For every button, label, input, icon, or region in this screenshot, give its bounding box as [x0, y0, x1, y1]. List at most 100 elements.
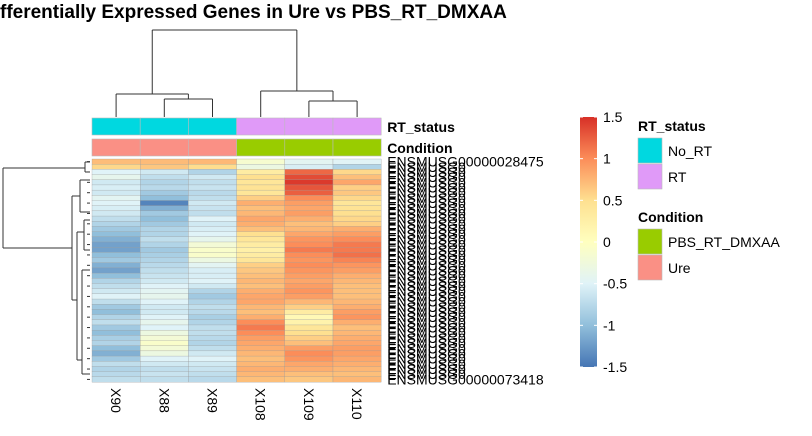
heatmap-cell	[236, 361, 285, 367]
heatmap-cell	[188, 272, 237, 279]
heatmap-cell	[140, 366, 189, 372]
heatmap-cell	[91, 361, 141, 367]
heatmap-cell	[188, 283, 237, 289]
heatmap-cell	[284, 376, 334, 383]
heatmap-cell	[332, 361, 382, 367]
heatmap-cell	[188, 288, 237, 295]
heatmap-cell	[91, 189, 141, 196]
heatmap-cell	[236, 262, 285, 269]
heatmap-cell	[332, 158, 382, 165]
gene-label: ENSMUSG0	[387, 335, 466, 351]
heatmap-cell	[91, 184, 141, 191]
heatmap-cell	[332, 355, 382, 362]
heatmap-cell	[332, 221, 382, 227]
gene-label: ENSMUSG0	[387, 351, 466, 367]
gene-label: ENSMUSG0	[387, 356, 466, 372]
heatmap-cell	[236, 314, 285, 321]
scale-tick-label: -1.5	[603, 359, 627, 375]
heatmap-cell	[284, 293, 334, 300]
heatmap-cell	[140, 215, 189, 222]
heatmap-cell	[140, 371, 189, 378]
annotation-cell	[91, 117, 141, 136]
heatmap-cell	[284, 350, 334, 357]
gene-label: ENSMUSG0	[387, 325, 466, 341]
heatmap-cell	[236, 210, 285, 217]
heatmap-cell	[284, 262, 334, 269]
heatmap-cell	[236, 340, 285, 346]
sample-labels: X90 X88 X89 X108 X109 X110	[108, 388, 365, 421]
heatmap-cell	[188, 319, 237, 326]
gene-label: ENSMUSG0	[387, 299, 466, 315]
heatmap-cell	[332, 169, 382, 175]
legend-label: Ure	[668, 260, 691, 276]
heatmap-cell	[284, 314, 334, 321]
heatmap-cell	[140, 293, 189, 300]
gene-label: ENSMUSG0	[387, 366, 466, 382]
heatmap-cell	[284, 329, 334, 336]
annotation-row-label: Condition	[387, 140, 452, 156]
heatmap-cell	[140, 226, 189, 232]
gene-label: ENSMUSG0	[387, 159, 466, 175]
heatmap-cell	[284, 267, 334, 274]
heatmap-cell	[140, 195, 189, 201]
annotation-cell	[236, 117, 286, 136]
heatmap-cell	[236, 205, 285, 212]
heatmap-cell	[91, 231, 141, 238]
heatmap-cell	[140, 200, 189, 206]
heatmap-cell	[284, 226, 334, 232]
heatmap-cell	[236, 231, 285, 238]
annotation-cell	[332, 138, 382, 157]
heatmap-cell	[332, 314, 382, 321]
heatmap-cell	[332, 366, 382, 372]
heatmap-cell	[236, 278, 285, 284]
heatmap-cell	[236, 319, 285, 326]
legend-title: Condition	[638, 209, 703, 225]
heatmap-cell	[188, 278, 237, 284]
heatmap-cell	[284, 189, 334, 196]
heatmap-cell	[188, 262, 237, 269]
heatmap-cell	[332, 267, 382, 274]
heatmap-cell	[284, 210, 334, 217]
gene-label: ENSMUSG0	[387, 211, 466, 227]
heatmap-cell	[188, 293, 237, 300]
heatmap-cell	[140, 278, 189, 284]
heatmap-cell	[332, 252, 382, 258]
heatmap-cell	[91, 179, 141, 186]
sample-label: X88	[156, 388, 172, 413]
heatmap-cell	[284, 169, 334, 175]
sample-label: X89	[205, 388, 221, 413]
heatmap-cell	[236, 241, 285, 248]
gene-label: ENSMUSG0	[387, 268, 466, 284]
heatmap-cell	[284, 252, 334, 258]
annotation-bars: RT_status Condition	[91, 117, 455, 157]
heatmap-cell	[284, 335, 334, 341]
annotation-cell	[284, 117, 334, 136]
heatmap-cell	[284, 361, 334, 367]
heatmap-cell	[91, 371, 141, 378]
legend-swatch	[637, 163, 663, 190]
heatmap-cell	[91, 324, 141, 331]
chart-title: fferentially Expressed Genes in Ure vs P…	[0, 2, 507, 23]
heatmap-cell	[91, 309, 141, 315]
heatmap-cell	[236, 329, 285, 336]
heatmap-cell	[188, 324, 237, 331]
annotation-cell	[188, 138, 237, 157]
heatmap-cell	[236, 283, 285, 289]
heatmap-cell	[284, 345, 334, 352]
heatmap-cell	[332, 210, 382, 217]
heatmap-cell	[284, 184, 334, 191]
heatmap-cell	[140, 335, 189, 341]
gene-label: ENSMUSG0	[387, 174, 466, 190]
heatmap-cell	[140, 252, 189, 258]
heatmap-cell	[236, 215, 285, 222]
heatmap-cell	[140, 257, 189, 264]
heatmap-cell	[236, 226, 285, 232]
heatmap-cell	[332, 262, 382, 269]
heatmap-cell	[236, 179, 285, 186]
heatmap-cell	[140, 164, 189, 170]
heatmap-cell	[140, 319, 189, 326]
column-dendrogram	[115, 29, 358, 117]
heatmap-cell	[332, 376, 382, 383]
heatmap-cell	[332, 304, 382, 310]
gene-label: ENSMUSG0	[387, 320, 466, 336]
